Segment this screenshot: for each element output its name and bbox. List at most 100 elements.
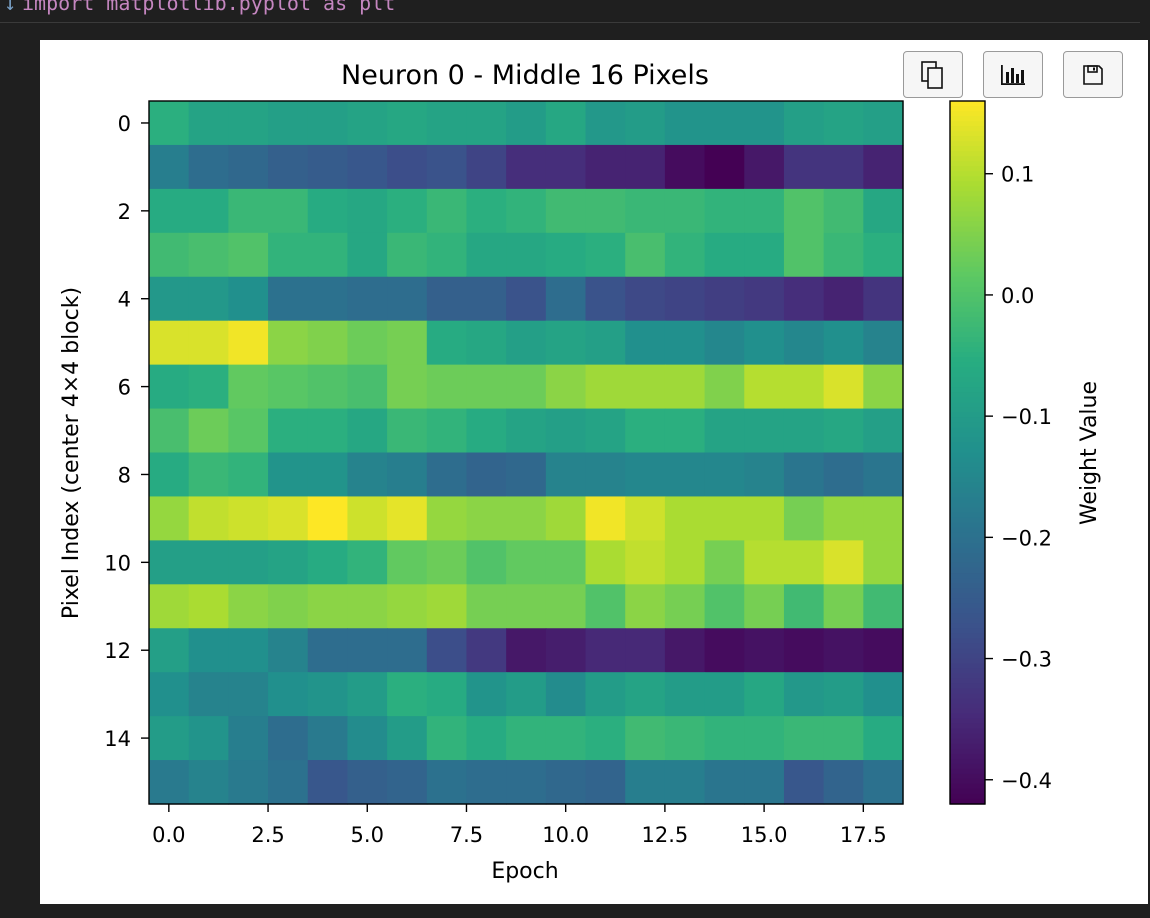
colorbar-segment — [950, 562, 985, 569]
colorbar-tick-label: −0.2 — [1001, 526, 1052, 550]
heatmap-cell — [307, 452, 349, 498]
heatmap-cell — [664, 232, 706, 278]
code-cell-line[interactable]: import matplotlib.pyplot as plt — [22, 0, 396, 15]
heatmap-cell — [347, 232, 388, 278]
heatmap-cell — [466, 144, 507, 190]
heatmap-cell — [387, 320, 428, 366]
heatmap-cell — [863, 144, 904, 190]
heatmap-cell — [664, 716, 706, 761]
heatmap-cell — [188, 144, 229, 190]
heatmap-cell — [704, 672, 745, 717]
colorbar-segment — [950, 352, 985, 358]
heatmap-cell — [228, 320, 269, 366]
heatmap-cell — [506, 496, 547, 541]
y-tick-label: 10 — [104, 551, 131, 575]
colorbar-tick-label: −0.1 — [1001, 405, 1052, 429]
heatmap-cell — [506, 232, 547, 278]
heatmap-cell — [268, 584, 309, 629]
heatmap-cell — [545, 760, 587, 805]
save-button[interactable] — [1063, 51, 1123, 98]
colorbar-label: Weight Value — [1077, 381, 1102, 525]
colorbar-segment — [950, 738, 985, 745]
heatmap-cell — [426, 144, 468, 190]
collapse-chevron-icon[interactable]: ↓ — [4, 0, 17, 15]
y-tick-label: 6 — [118, 376, 131, 400]
heatmap-cell — [704, 584, 745, 629]
heatmap-cell — [188, 232, 229, 278]
heatmap-cell — [744, 320, 785, 366]
colorbar-segment — [950, 517, 985, 524]
colorbar-segment — [950, 362, 985, 368]
heatmap-cell — [228, 276, 269, 322]
colorbar-segment — [950, 643, 985, 649]
heatmap-cell — [188, 320, 229, 366]
heatmap-cell — [387, 584, 428, 629]
heatmap-cell — [149, 628, 190, 673]
heatmap-cell — [585, 584, 626, 629]
heatmap-cell — [744, 276, 785, 322]
heatmap-cell — [426, 672, 468, 717]
colorbar-segment — [950, 432, 985, 439]
heatmap-cell — [466, 101, 507, 146]
heatmap-cell — [704, 232, 745, 278]
colorbar-segment — [950, 588, 985, 594]
heatmap-cell — [347, 101, 388, 146]
colorbar-segment — [950, 296, 985, 303]
colorbar-segment — [950, 447, 985, 454]
copy-button[interactable] — [903, 51, 963, 98]
heatmap-cell — [783, 496, 825, 541]
colorbar-segment — [950, 256, 985, 263]
y-axis-label: Pixel Index (center 4×4 block) — [59, 287, 84, 619]
heatmap-cell — [347, 540, 388, 585]
heatmap-cell — [625, 496, 666, 541]
heatmap-cell — [664, 188, 706, 234]
heatmap-cell — [149, 584, 190, 629]
heatmap-cell — [863, 672, 904, 717]
colorbar-frame — [949, 100, 986, 805]
colorbar-segment — [950, 482, 985, 489]
heatmap-cell — [506, 408, 547, 454]
heatmap-cell — [664, 408, 706, 454]
colorbar-segment — [950, 708, 985, 715]
heatmap-cell — [704, 144, 745, 190]
heatmap-cell — [387, 232, 428, 278]
heatmap-cell — [307, 672, 349, 717]
colorbar-segment — [950, 337, 985, 343]
x-tick-label: 7.5 — [450, 823, 483, 847]
colorbar-segment — [950, 382, 985, 388]
heatmap-cell — [149, 672, 190, 717]
x-tick-label: 10.0 — [542, 823, 589, 847]
heatmap-cell — [268, 760, 309, 805]
heatmap-cell — [149, 276, 190, 322]
colorbar-segment — [950, 422, 985, 428]
heatmap-cell — [347, 364, 388, 410]
heatmap-cell — [704, 276, 745, 322]
colorbar-segment — [950, 141, 985, 147]
heatmap-cell — [863, 584, 904, 629]
colorbar-segment — [950, 497, 985, 504]
heatmap-cell — [823, 101, 864, 146]
colorbar-segment — [950, 522, 985, 529]
heatmap-cell — [704, 188, 745, 234]
heatmap-cell — [426, 540, 468, 585]
heatmap-cell — [466, 364, 507, 410]
heatmap-cell — [545, 540, 587, 585]
colorbar-segment — [950, 111, 985, 117]
heatmap-cell — [664, 101, 706, 146]
colorbar-segment — [950, 573, 985, 579]
heatmap-cell — [823, 716, 864, 761]
heatmap-cell — [783, 408, 825, 454]
colorbar-segment — [950, 693, 985, 700]
heatmap-cell — [823, 672, 864, 717]
heatmap-cell — [387, 716, 428, 761]
heatmap-cell — [307, 188, 349, 234]
colorbar-segment — [950, 698, 985, 705]
heatmap-cell — [863, 276, 904, 322]
heatmap-cell — [188, 408, 229, 454]
colorbar-tick-label: 0.0 — [1001, 284, 1034, 308]
heatmap-cell — [664, 364, 706, 410]
heatmap-cell — [347, 320, 388, 366]
chart-button[interactable] — [983, 51, 1043, 98]
heatmap-cell — [426, 496, 468, 541]
heatmap-cell — [268, 496, 309, 541]
